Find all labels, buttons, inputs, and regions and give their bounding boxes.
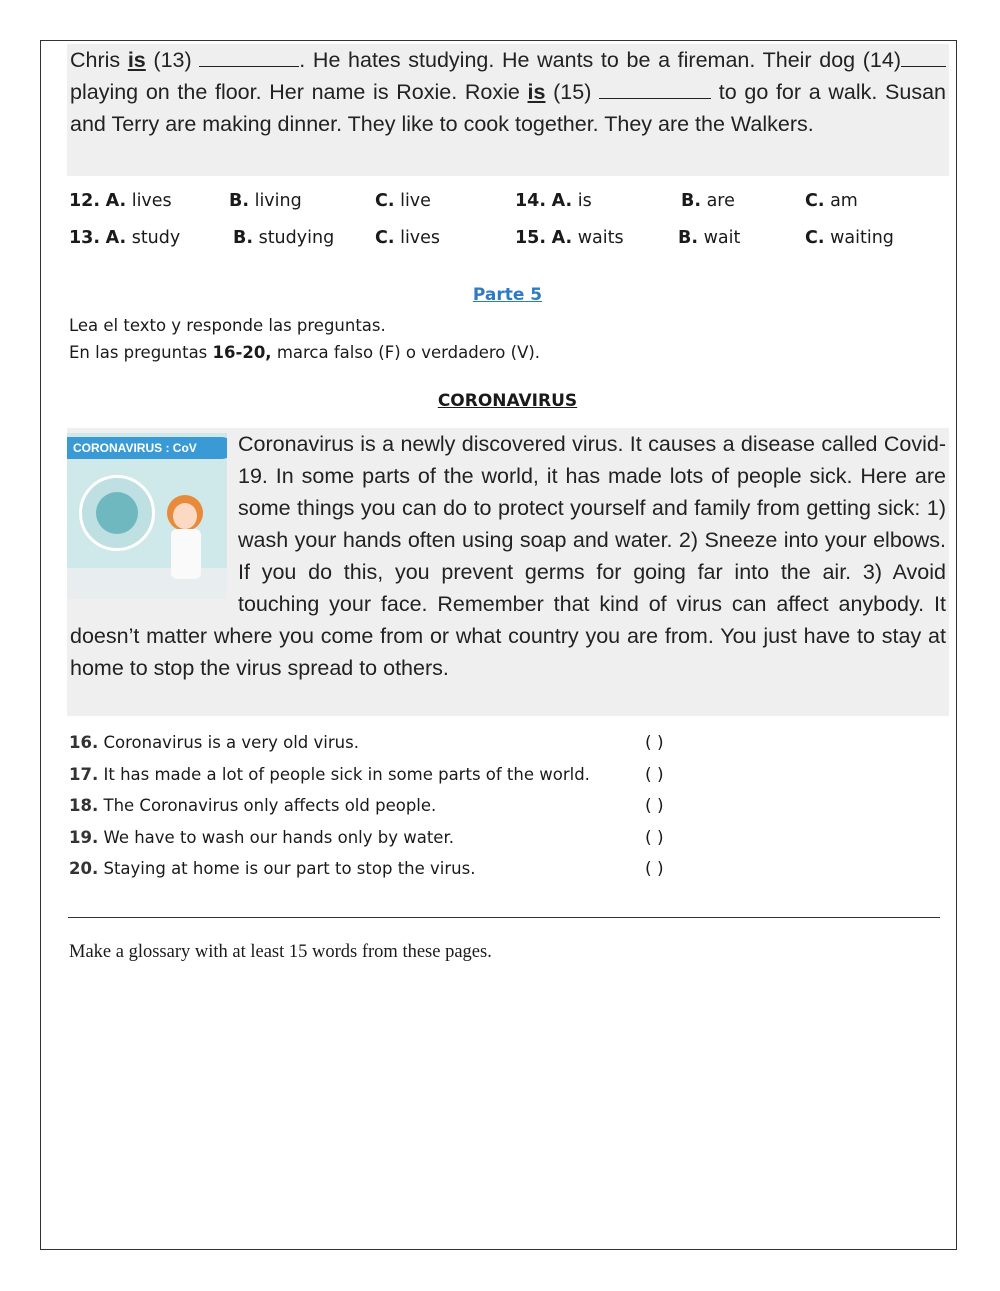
answer-16[interactable]: ( ) (645, 733, 664, 753)
passage-text: Chris is (13) . He hates studying. He wa… (67, 44, 949, 176)
option-15c: C. waiting (805, 228, 894, 248)
coronavirus-illustration: CORONAVIRUS : CoV (67, 433, 227, 599)
question-17: 17. It has made a lot of people sick in … (69, 765, 590, 784)
option-12b: B. living (229, 191, 302, 211)
answer-18[interactable]: ( ) (645, 796, 664, 816)
option-12c: C. live (375, 191, 431, 211)
glossary-instruction: Make a glossary with at least 15 words f… (69, 942, 492, 962)
option-14c: C. am (805, 191, 858, 211)
option-14b: B. are (681, 191, 735, 211)
page-frame (40, 40, 957, 1250)
divider-line (68, 917, 940, 918)
option-12: 12. A. lives (69, 191, 172, 211)
illustration-banner: CORONAVIRUS : CoV (67, 437, 227, 459)
blank-15[interactable] (599, 80, 712, 99)
question-19: 19. We have to wash our hands only by wa… (69, 828, 454, 847)
option-13: 13. A. study (69, 228, 181, 248)
answer-19[interactable]: ( ) (645, 828, 664, 848)
reading-heading: CORONAVIRUS (437, 391, 578, 411)
option-13b: B. studying (233, 228, 335, 248)
instruction-1: Lea el texto y responde las preguntas. (69, 316, 386, 335)
virus-magnifier-icon (79, 475, 155, 551)
instruction-2: En las preguntas 16-20, marca falso (F) … (69, 343, 541, 362)
blank-14[interactable] (901, 48, 946, 67)
option-15: 15. A. waits (515, 228, 624, 248)
question-16: 16. Coronavirus is a very old virus. (69, 733, 359, 752)
section-title: Parte 5 (472, 285, 543, 305)
answer-20[interactable]: ( ) (645, 859, 664, 879)
reading-passage: CORONAVIRUS : CoV Coronavirus is a newly… (67, 428, 949, 716)
answer-17[interactable]: ( ) (645, 765, 664, 785)
option-13c: C. lives (375, 228, 441, 248)
blank-13[interactable] (199, 48, 300, 67)
option-15b: B. wait (678, 228, 741, 248)
question-20: 20. Staying at home is our part to stop … (69, 859, 476, 878)
option-14: 14. A. is (515, 191, 592, 211)
question-18: 18. The Coronavirus only affects old peo… (69, 796, 437, 815)
